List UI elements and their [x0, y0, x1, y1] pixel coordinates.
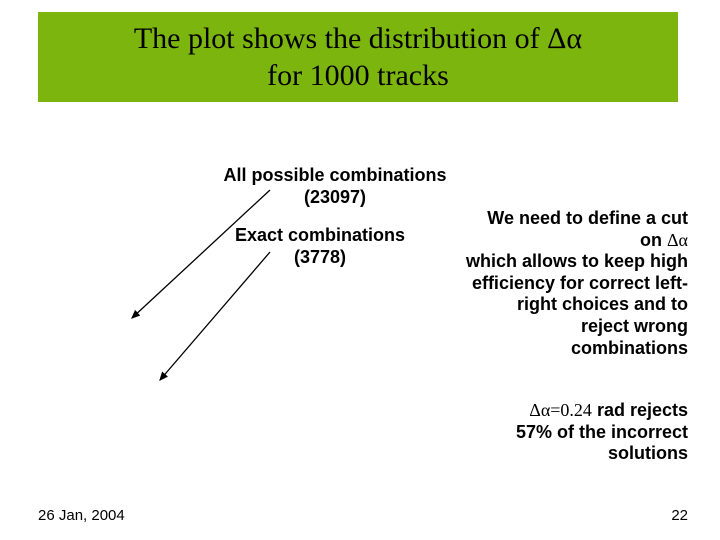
r1-l7: combinations [571, 338, 688, 358]
title-line1: The plot shows the distribution of Δα [134, 22, 582, 55]
title-line2: for 1000 tracks [267, 59, 449, 92]
label-exact-combinations: Exact combinations (3778) [220, 225, 420, 268]
r1-l2-symbol: Δα [667, 230, 688, 250]
label-all-text: All possible combinations [223, 165, 446, 185]
r1-l6: reject wrong [581, 316, 688, 336]
arrow-exact [160, 252, 270, 380]
label-all-count: (23097) [304, 187, 366, 207]
title-bar: The plot shows the distribution of Δα fo… [38, 12, 678, 102]
title-text: The plot shows the distribution of Δα fo… [134, 20, 582, 95]
r1-l2a: on [640, 230, 667, 250]
r2-l2: 57% of the incorrect [516, 422, 688, 442]
r1-l1: We need to define a cut [487, 208, 688, 228]
result-block: Δα=0.24 rad rejects 57% of the incorrect… [468, 400, 688, 465]
label-exact-count: (3778) [294, 247, 346, 267]
r1-l5: right choices and to [517, 294, 688, 314]
label-exact-text: Exact combinations [235, 225, 405, 245]
r2-l1-symbol: Δα=0.24 [529, 400, 592, 420]
footer-page: 22 [671, 507, 688, 524]
r1-l4: efficiency for correct left- [472, 273, 688, 293]
r2-l1-rest: rad rejects [592, 400, 688, 420]
r1-l3: which allows to keep high [466, 251, 688, 271]
explanation-block: We need to define a cut on Δα which allo… [448, 208, 688, 359]
footer-date: 26 Jan, 2004 [38, 507, 125, 524]
label-all-combinations: All possible combinations (23097) [205, 165, 465, 208]
r2-l3: solutions [608, 443, 688, 463]
